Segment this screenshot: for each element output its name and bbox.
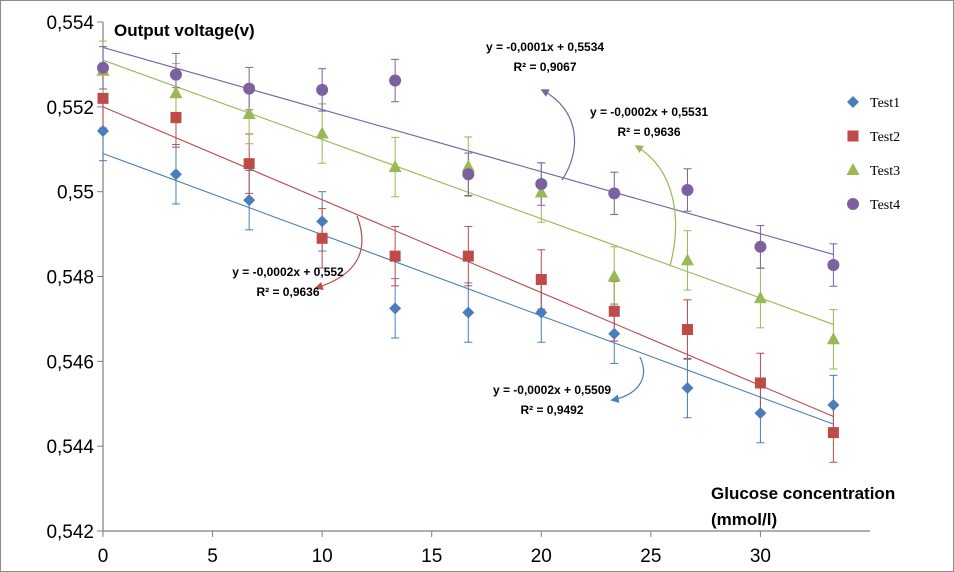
data-point-test3	[607, 269, 621, 282]
y-tick-label: 0,554	[46, 13, 94, 34]
legend-label-test1: Test1	[870, 96, 900, 111]
x-tick-label: 25	[640, 546, 661, 567]
data-point-test1	[97, 125, 109, 138]
data-point-test3	[388, 160, 402, 173]
data-point-test4	[316, 83, 329, 96]
data-point-test1	[316, 215, 329, 228]
y-tick-label: 0,546	[46, 352, 94, 373]
data-point-test2	[535, 273, 547, 285]
legend-marker-test3	[846, 163, 860, 175]
data-point-test2	[170, 111, 182, 123]
data-point-test3	[534, 185, 548, 198]
data-point-test4	[389, 74, 402, 87]
data-point-test4	[754, 240, 767, 253]
annotation-arrow-test3	[634, 145, 677, 267]
data-point-test2	[462, 250, 474, 262]
x-tick-label: 30	[750, 546, 771, 567]
data-point-test2	[389, 250, 401, 262]
data-point-test3	[826, 332, 840, 345]
y-tick-label: 0,552	[46, 98, 94, 119]
annotation-arrow-test2	[314, 215, 363, 291]
x-tick-label: 15	[421, 546, 442, 567]
annotation-arrow-test4	[540, 89, 576, 181]
data-point-test2	[754, 377, 766, 389]
legend-label-test3: Test3	[870, 164, 900, 179]
r-squared-test1: R² = 0,9492	[520, 403, 583, 417]
data-point-test3	[315, 126, 329, 139]
data-point-test1	[754, 407, 767, 420]
data-point-test3	[753, 291, 767, 304]
annotation-arrow-test1	[610, 356, 645, 403]
regression-equation-test1: y = -0,0002x + 0,5509	[493, 383, 611, 397]
y-tick-label: 0,548	[46, 268, 94, 289]
y-tick-label: 0,544	[46, 437, 94, 458]
x-tick-label: 20	[531, 546, 552, 567]
data-point-test1	[681, 382, 694, 395]
data-point-test4	[681, 183, 694, 196]
data-point-test3	[242, 107, 256, 120]
data-point-test3	[169, 86, 183, 99]
x-axis-title-line2: (mmol/l)	[711, 510, 777, 529]
y-axis-title: Output voltage(v)	[114, 21, 255, 40]
y-tick-label: 0,55	[57, 183, 94, 204]
r-squared-test4: R² = 0,9067	[513, 60, 576, 74]
data-point-test1	[243, 194, 256, 207]
regression-equation-test3: y = -0,0002x + 0,5531	[590, 105, 708, 119]
data-point-test2	[97, 92, 109, 104]
data-point-test2	[608, 305, 620, 317]
data-point-test4	[608, 187, 621, 200]
x-tick-label: 0	[98, 546, 109, 567]
data-point-test2	[827, 427, 839, 439]
legend-label-test4: Test4	[870, 198, 900, 213]
x-axis-title-line1: Glucose concentration	[711, 484, 895, 503]
data-point-test1	[462, 306, 475, 319]
data-point-test3	[680, 253, 694, 266]
regression-equation-test4: y = -0,0001x + 0,5534	[486, 40, 604, 54]
legend-marker-test2	[847, 130, 859, 142]
legend-marker-test1	[847, 96, 859, 108]
x-tick-label: 10	[312, 546, 333, 567]
data-point-test4	[535, 178, 548, 191]
x-tick-label: 5	[207, 546, 218, 567]
data-point-test1	[827, 399, 840, 412]
legend-label-test2: Test2	[870, 130, 900, 145]
data-point-test1	[389, 302, 402, 315]
data-point-test2	[243, 158, 255, 170]
legend-marker-test4	[847, 198, 859, 210]
data-point-test4	[169, 68, 182, 81]
data-point-test4	[243, 82, 256, 95]
data-point-test2	[681, 324, 693, 336]
data-point-test1	[169, 168, 182, 181]
data-point-test4	[827, 259, 840, 272]
r-squared-test3: R² = 0,9636	[617, 125, 680, 139]
data-point-test1	[535, 306, 548, 319]
r-squared-test2: R² = 0,9636	[256, 285, 319, 299]
data-point-test4	[462, 168, 475, 181]
data-point-test2	[316, 232, 328, 244]
data-point-test3	[461, 159, 475, 172]
data-point-test1	[608, 327, 621, 340]
data-point-test4	[97, 61, 109, 74]
y-tick-label: 0,542	[46, 522, 94, 543]
regression-equation-test2: y = -0,0002x + 0,552	[232, 265, 344, 279]
